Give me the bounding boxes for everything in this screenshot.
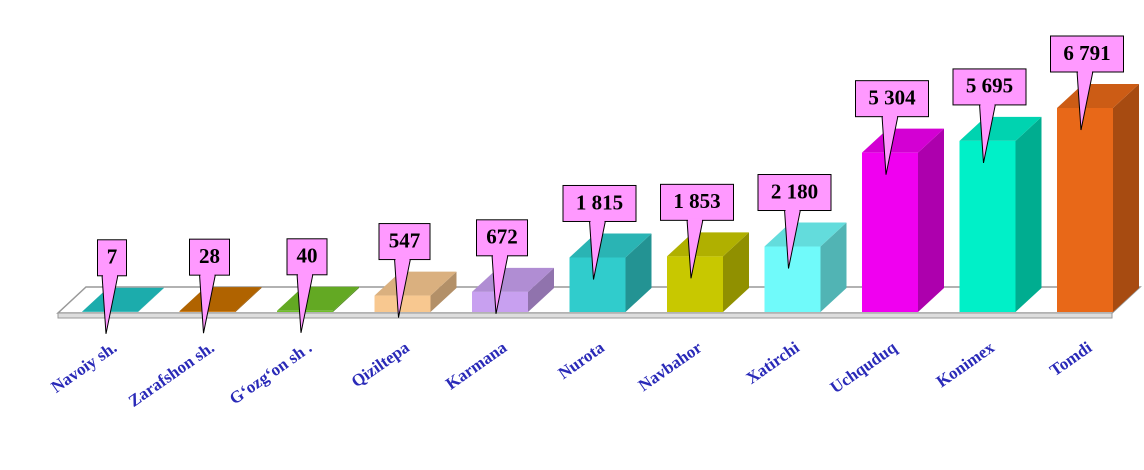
bar-top [472,267,554,292]
bar-group: 6 791 [1050,35,1139,312]
x-tick-label: Uchquduq [827,337,901,397]
bar-group: 5 304 [855,80,944,312]
x-tick-label: Tomdi [1046,338,1095,380]
callout-box [660,183,734,221]
bar [472,291,528,312]
callout-cover [103,273,117,277]
x-tick-label: Karmana [442,337,511,393]
x-tick-label: G‘ozg‘on sh . [226,338,315,409]
bar-side [138,287,164,312]
bar-side [723,232,749,312]
x-tick-label: Konimex [933,337,998,391]
bar [764,246,821,312]
value-label: 1 815 [576,190,623,214]
value-label: 1 853 [673,189,720,213]
bar-group: 5 695 [952,68,1042,312]
bar-side [430,271,457,312]
callout-cover [590,219,605,223]
x-tick-label: Navbahor [635,337,706,395]
x-tick-label: Zarafshon sh. [125,338,218,411]
callout-box [562,184,637,222]
bar-top [82,287,164,312]
value-label: 28 [199,244,220,268]
bar-side [1015,116,1042,312]
callout-cover [493,253,507,257]
bar-side [625,233,652,312]
callout-box [378,223,431,261]
bar-side [333,286,359,312]
x-tick-label: Navoiy sh. [47,338,120,397]
bar-side [918,128,944,312]
callout-cover [980,102,995,106]
bar-group: 2 180 [757,174,847,312]
bar-top [374,271,457,296]
callout-box [952,68,1027,106]
bar-side [820,222,847,312]
bar [959,140,1016,312]
bar-top [277,286,359,311]
value-label: 40 [297,244,318,268]
bar-side [528,267,554,312]
bar [569,257,626,312]
bar-group: 28 [179,238,262,334]
value-label: 2 180 [771,179,818,203]
bar-group: 1 853 [660,183,749,312]
callout-cover [785,208,800,212]
callout-box [286,238,328,276]
bar-group: 547 [374,223,457,318]
callout-cover [688,218,702,222]
bar-top [569,233,652,258]
bar-top [667,232,749,257]
callout-cover [200,273,215,277]
callout-cover [1078,70,1092,73]
bar-group: 672 [472,219,554,314]
value-label: 672 [486,225,518,249]
callout-cover [883,114,897,118]
callout-box [1050,35,1124,73]
bar-group: 1 815 [562,184,652,312]
bar-side [1113,84,1139,312]
bar [862,152,918,312]
bar-top [764,222,847,247]
bar-top [179,287,262,312]
callout-box [189,238,230,276]
bar [667,256,723,312]
bar-top [862,128,944,153]
x-tick-label: Nurota [555,337,609,382]
callout-cover [395,257,410,261]
value-label: 5 695 [966,74,1013,98]
callout-cover [298,272,312,276]
bar-top [959,116,1042,141]
bar-top [1057,84,1139,108]
bar-group: 40 [277,238,359,333]
floor-edge [57,312,1113,319]
bar [1057,108,1113,312]
callout-box [757,174,832,212]
x-tick-label: Xatirchi [743,338,803,388]
bar-group: 7 [82,239,164,334]
callout-box [97,239,127,277]
bar [374,295,431,312]
value-label: 7 [107,245,118,269]
value-label: 5 304 [868,85,916,109]
callout-box [855,80,929,118]
value-label: 547 [389,228,421,252]
x-tick-label: Qiziltepa [348,337,413,391]
bar-side [235,287,262,312]
value-label: 6 791 [1063,41,1110,65]
